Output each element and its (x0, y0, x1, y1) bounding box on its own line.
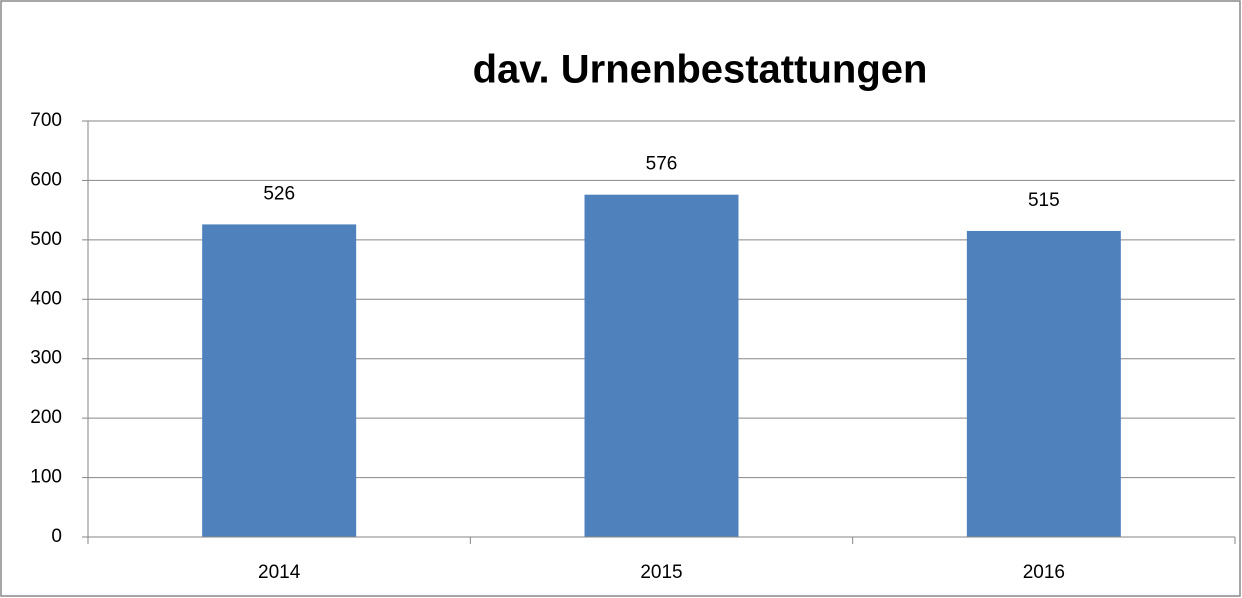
bar (202, 224, 357, 538)
data-label: 515 (1028, 190, 1060, 211)
y-tick-label: 200 (30, 407, 62, 428)
bar (584, 194, 739, 538)
chart-title: dav. Urnenbestattungen (473, 48, 928, 92)
bar (966, 230, 1121, 537)
x-tick-label: 2014 (258, 562, 301, 583)
data-label: 526 (263, 183, 295, 204)
y-tick-label: 100 (30, 467, 62, 488)
y-tick-label: 700 (30, 110, 62, 131)
y-tick-label: 500 (30, 229, 62, 250)
y-tick-label: 300 (30, 348, 62, 369)
y-tick-label: 600 (30, 169, 62, 190)
y-tick-label: 400 (30, 288, 62, 309)
x-tick-label: 2015 (640, 562, 682, 583)
x-tick-label: 2016 (1023, 562, 1065, 583)
y-tick-label: 0 (51, 526, 62, 547)
data-label: 576 (646, 154, 678, 175)
